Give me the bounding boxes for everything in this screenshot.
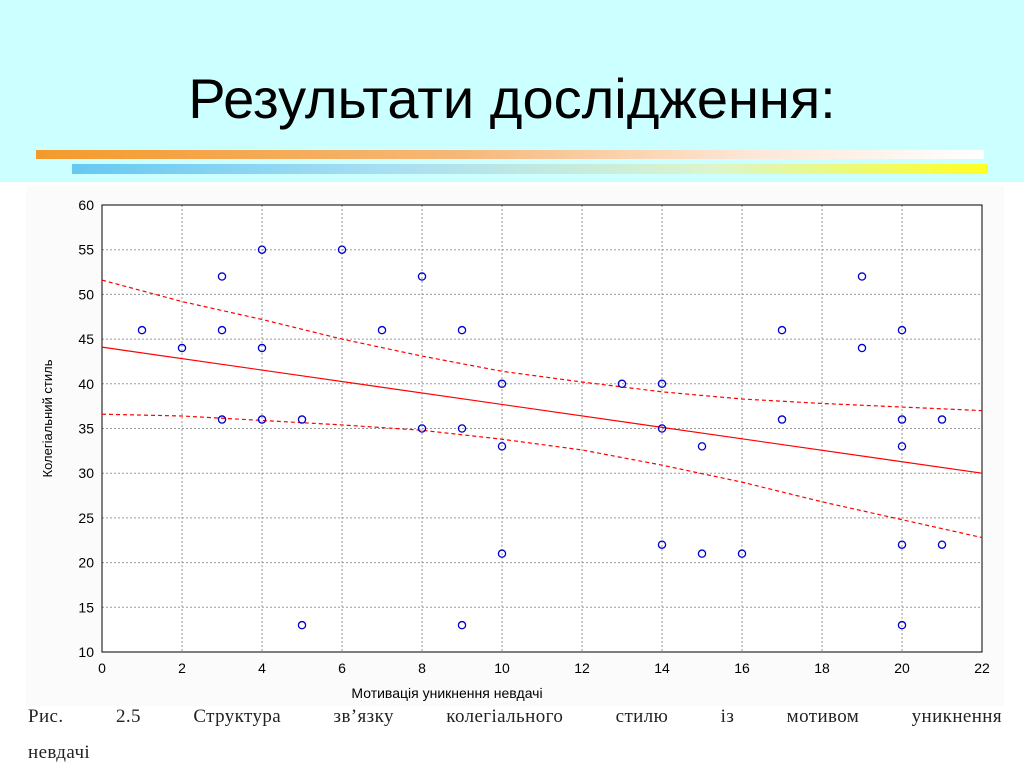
data-point	[857, 343, 867, 353]
decorative-bar-blue	[72, 164, 988, 174]
figure-caption-line-1: Рис. 2.5 Структура зв’язку колегіального…	[28, 706, 1002, 727]
data-point	[457, 620, 467, 630]
y-tick-label: 10	[78, 644, 94, 660]
x-axis-label: Мотивація уникнення невдачі	[351, 685, 542, 701]
y-tick-label: 30	[78, 465, 94, 481]
data-point	[897, 540, 907, 549]
data-point	[897, 415, 907, 424]
data-point	[697, 549, 707, 558]
x-tick-label: 2	[178, 660, 186, 676]
data-point	[457, 325, 467, 335]
x-tick-label: 14	[654, 660, 670, 676]
data-point	[497, 379, 507, 389]
regression-line	[101, 346, 983, 474]
data-point	[497, 549, 507, 558]
data-point	[937, 540, 947, 549]
data-point	[657, 379, 667, 389]
x-tick-label: 8	[418, 660, 426, 676]
data-point	[257, 343, 267, 353]
x-tick-label: 6	[338, 660, 346, 676]
x-tick-label: 20	[894, 660, 910, 676]
data-point	[897, 620, 907, 630]
data-point	[897, 325, 907, 335]
confidence-band-upper	[101, 279, 983, 412]
y-tick-label: 55	[78, 242, 94, 258]
confidence-band-lower	[101, 413, 983, 539]
x-tick-label: 18	[814, 660, 830, 676]
data-point	[697, 442, 707, 451]
y-tick-label: 45	[78, 331, 94, 347]
slide-title: Результати дослідження:	[188, 67, 836, 130]
x-tick-label: 10	[494, 660, 510, 676]
data-point	[297, 620, 307, 630]
data-point	[617, 379, 627, 389]
data-point	[337, 245, 347, 254]
data-point	[657, 540, 667, 549]
data-point	[657, 424, 667, 433]
data-point	[777, 415, 787, 424]
data-point	[417, 272, 427, 281]
y-tick-label: 15	[78, 599, 94, 615]
y-tick-label: 50	[78, 286, 94, 302]
data-point	[177, 343, 187, 353]
data-point	[217, 272, 227, 281]
x-tick-label: 22	[974, 660, 990, 676]
y-tick-label: 40	[78, 376, 94, 392]
y-axis-label: Колегіальний стиль	[40, 359, 55, 477]
y-tick-label: 60	[78, 197, 94, 213]
data-point	[457, 424, 467, 433]
figure-caption-line-2: невдачі	[28, 742, 91, 763]
data-point	[737, 549, 747, 558]
x-tick-label: 4	[258, 660, 266, 676]
decorative-bar-orange	[36, 150, 984, 159]
y-tick-label: 20	[78, 555, 94, 571]
x-tick-label: 16	[734, 660, 750, 676]
data-point	[417, 424, 427, 433]
data-point	[217, 415, 227, 424]
data-point	[297, 415, 307, 424]
x-tick-label: 0	[98, 660, 106, 676]
y-tick-label: 25	[78, 510, 94, 526]
data-point	[257, 415, 267, 424]
plot-frame	[101, 204, 983, 653]
y-tick-label: 35	[78, 421, 94, 437]
data-point	[137, 325, 147, 335]
data-point	[897, 442, 907, 451]
data-point	[377, 325, 387, 335]
data-point	[857, 272, 867, 281]
data-point	[937, 415, 947, 424]
x-tick-label: 12	[574, 660, 590, 676]
data-point	[257, 245, 267, 254]
data-point	[777, 325, 787, 335]
data-point	[497, 442, 507, 451]
data-point	[217, 325, 227, 335]
